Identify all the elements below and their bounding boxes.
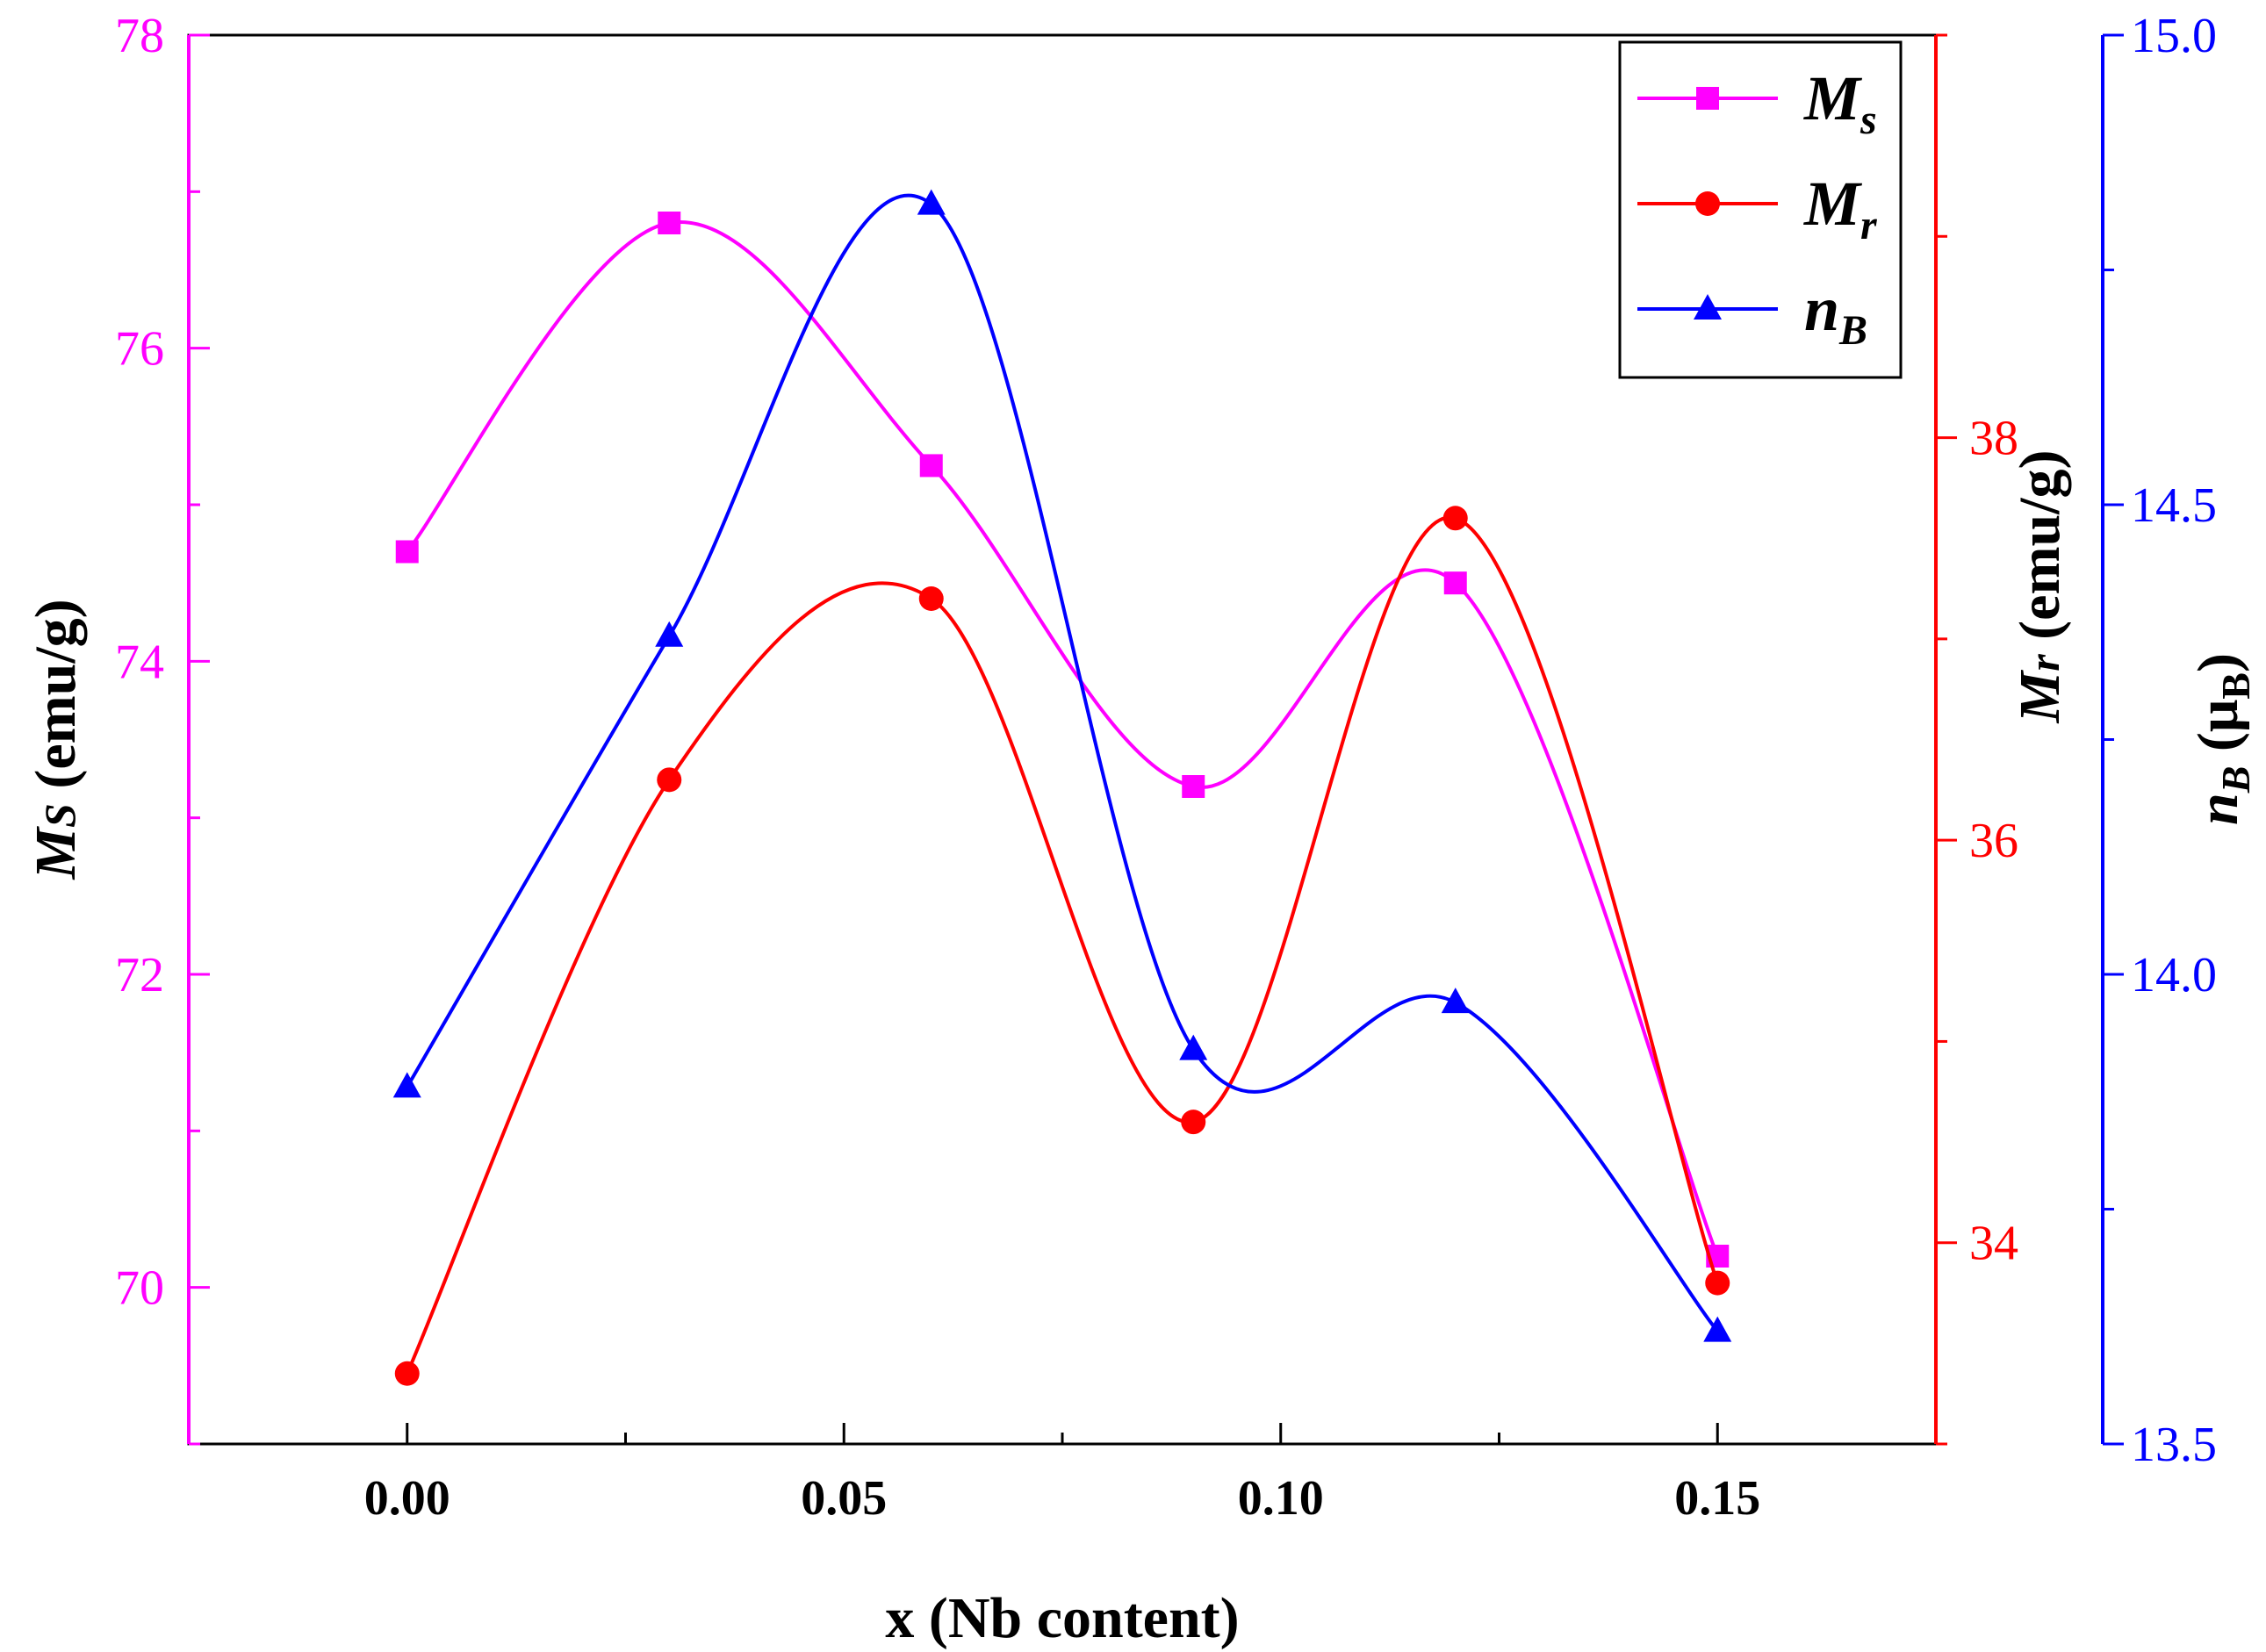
series-layer — [392, 189, 1732, 1386]
nb-axis-label: nB (μB) — [2186, 653, 2258, 825]
x-tick-label: 0.10 — [1238, 1471, 1324, 1526]
data-point-Ms — [1182, 775, 1205, 798]
data-point-Ms — [919, 454, 943, 478]
nb-tick-label: 15.0 — [2131, 9, 2217, 63]
series-line-Ms — [406, 220, 1720, 1257]
data-point-Mr — [394, 1361, 420, 1386]
data-point-Ms — [395, 540, 419, 564]
data-point-Mr — [1705, 1270, 1730, 1296]
data-point-nB — [392, 1072, 421, 1098]
data-point-nB — [917, 189, 946, 215]
legend-label-Mr: Mr — [1803, 169, 1878, 248]
legend-label-nB: nB — [1804, 274, 1867, 354]
mr-tick-label: 38 — [1969, 412, 2018, 466]
nb-tick-label: 14.5 — [2131, 478, 2217, 533]
series-line-Mr — [405, 515, 1720, 1375]
ms-axis-label: MS (emu/g) — [24, 599, 88, 880]
x-tick-label: 0.00 — [364, 1471, 450, 1526]
ms-tick-label: 78 — [115, 9, 164, 63]
legend-marker-Mr — [1695, 191, 1720, 216]
legend: Ms Mr nB — [1618, 40, 1903, 379]
ms-tick-label: 70 — [115, 1261, 164, 1316]
nb-tick-label: 13.5 — [2131, 1418, 2217, 1472]
x-tick-label: 0.05 — [801, 1471, 887, 1526]
data-point-Ms — [658, 212, 681, 234]
ms-tick-label: 74 — [115, 635, 164, 689]
data-point-nB — [1441, 988, 1470, 1014]
data-point-Mr — [1442, 506, 1468, 531]
x-axis-label: x (Nb content) — [885, 1586, 1239, 1650]
mr-tick-label: 34 — [1969, 1217, 2018, 1271]
mr-axis-label: Mr (emu/g) — [2008, 450, 2072, 724]
data-point-nB — [655, 621, 684, 647]
legend-label-Ms: Ms — [1803, 63, 1877, 143]
data-point-nB — [1703, 1316, 1732, 1342]
data-point-Mr — [1181, 1110, 1206, 1135]
series-line-nB — [406, 193, 1719, 1332]
nb-tick-label: 14.0 — [2131, 948, 2217, 1002]
mr-tick-label: 36 — [1969, 814, 2018, 868]
legend-marker-nB — [1694, 294, 1722, 320]
data-point-Mr — [918, 586, 944, 611]
data-point-Ms — [1443, 571, 1467, 595]
ms-tick-label: 72 — [115, 948, 164, 1002]
data-point-nB — [1179, 1034, 1208, 1060]
data-point-Mr — [657, 767, 682, 793]
x-tick-label: 0.15 — [1674, 1471, 1760, 1526]
ms-tick-label: 76 — [115, 322, 164, 377]
legend-marker-Ms — [1696, 87, 1719, 110]
axes-layer: 0.00 0.05 0.10 0.15 70 72 74 76 78 34 36 38 13.5 14.0… — [115, 9, 2217, 1526]
